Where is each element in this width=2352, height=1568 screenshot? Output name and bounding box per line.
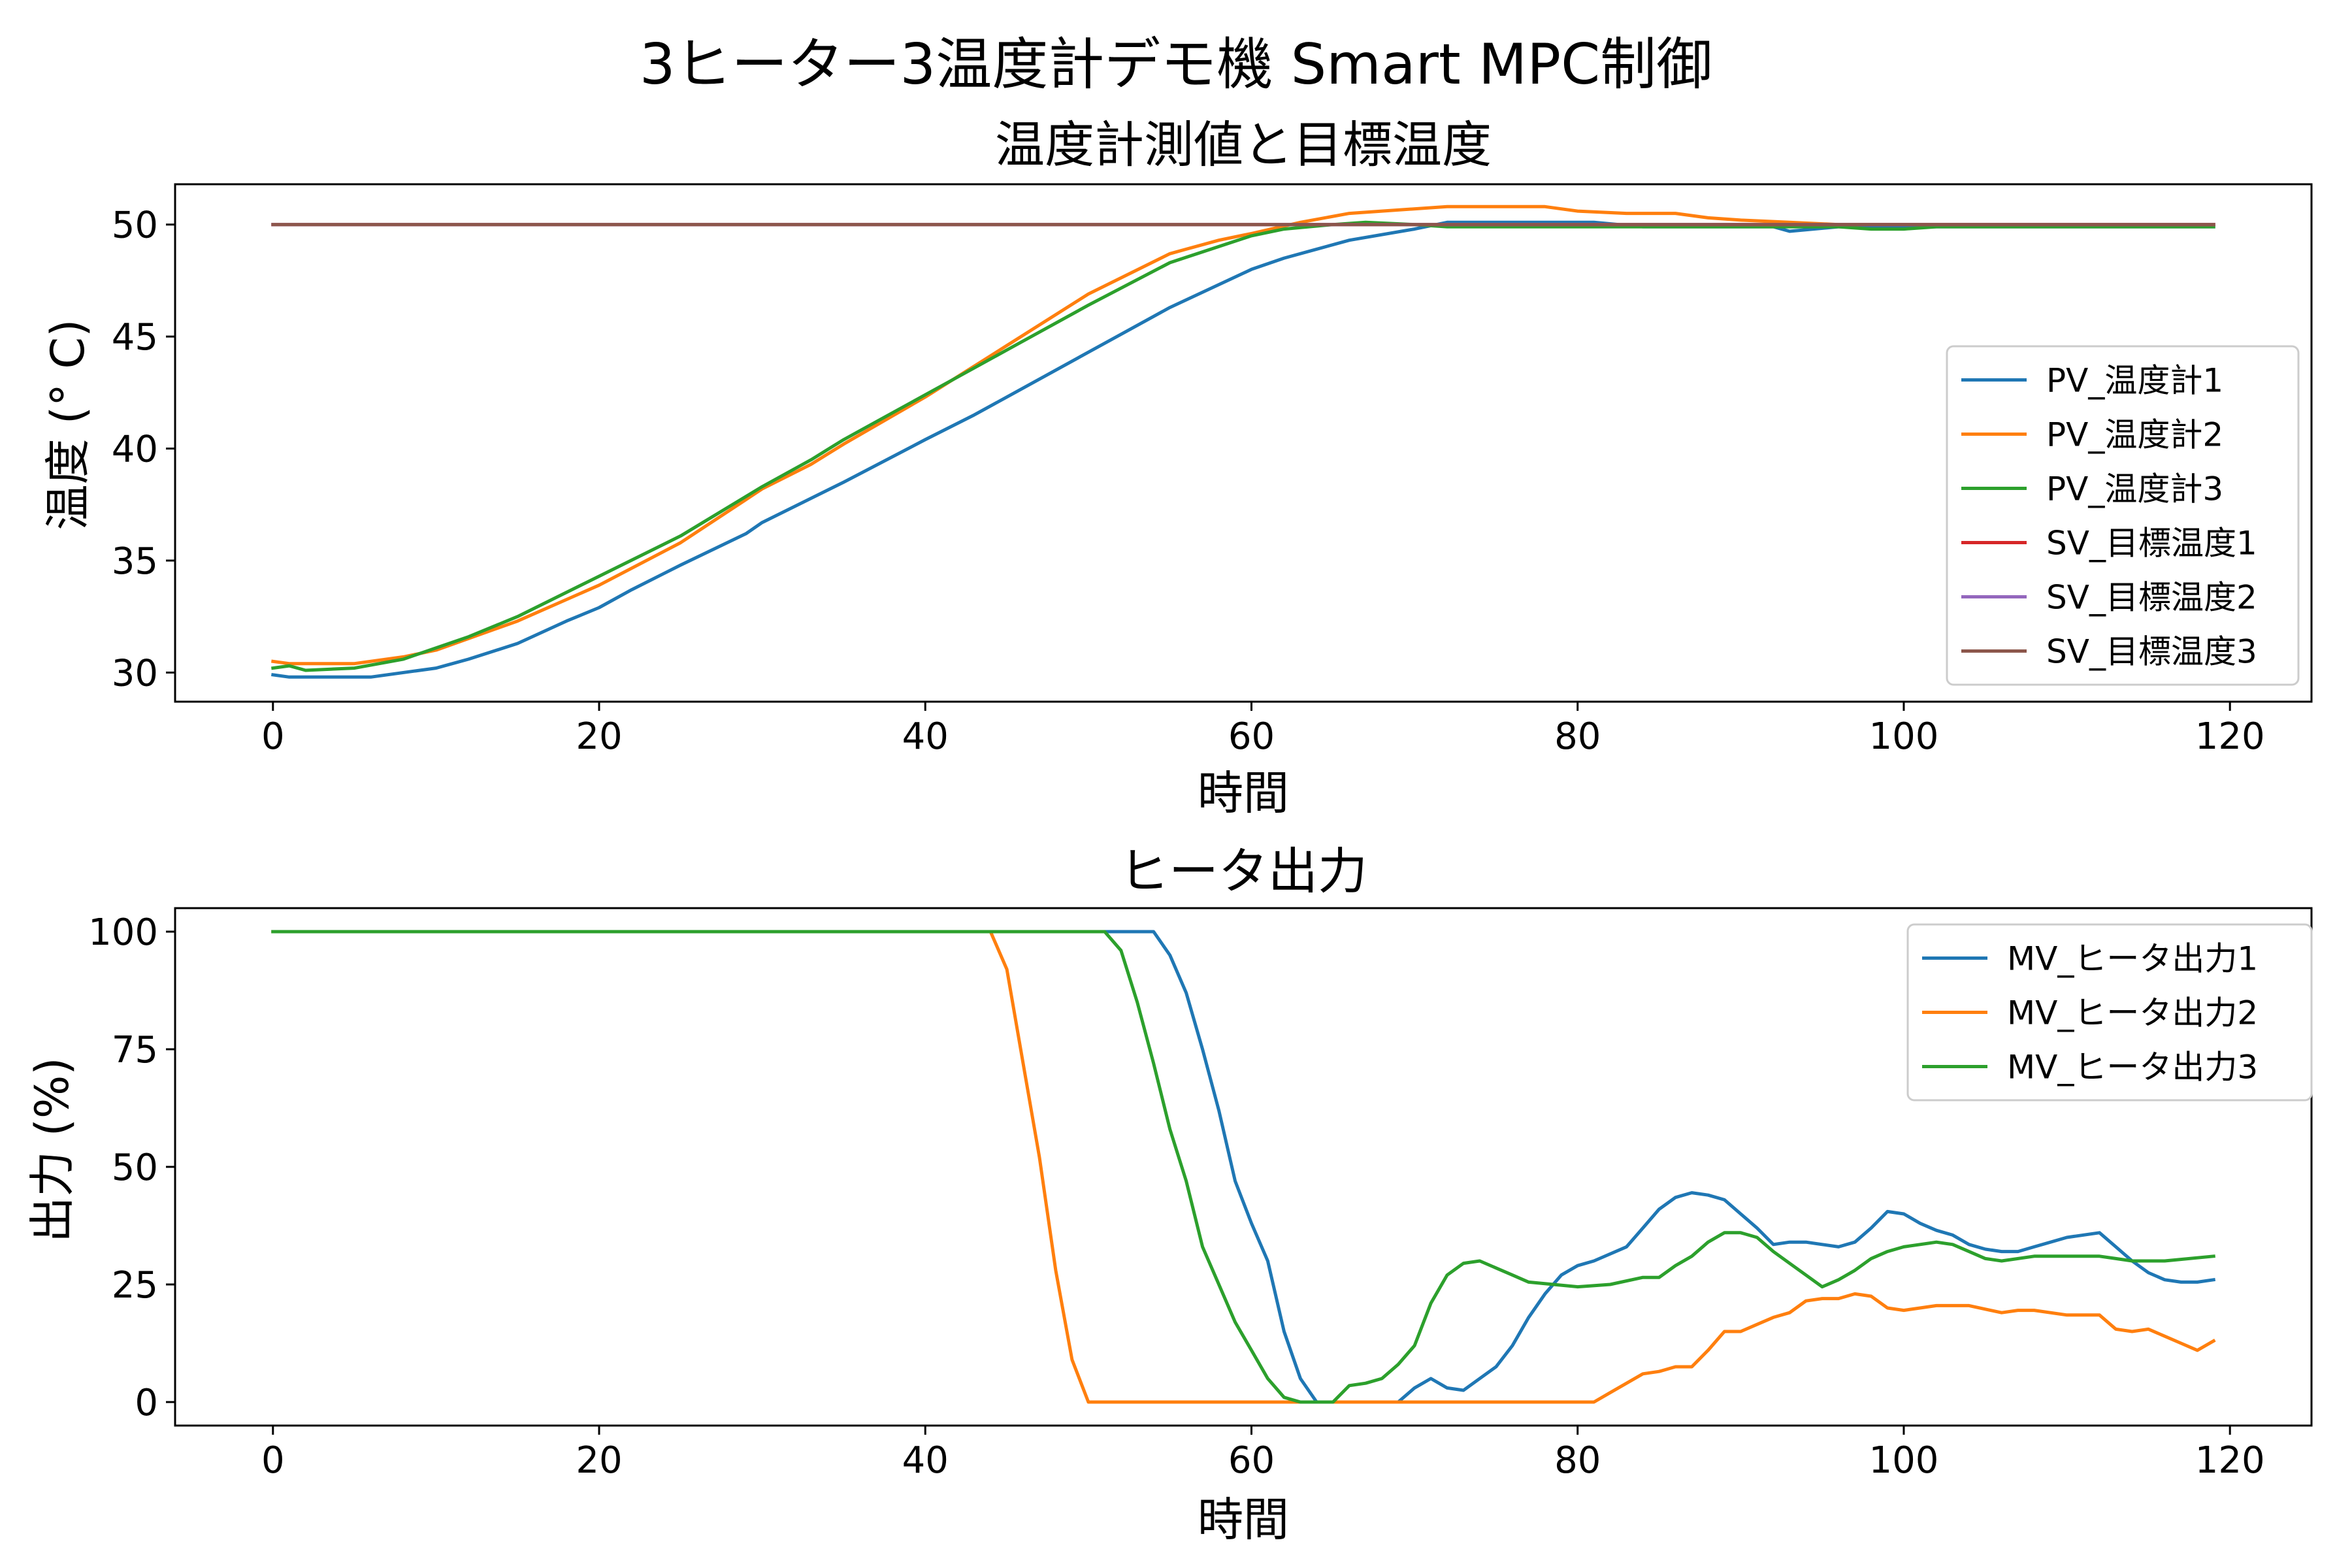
temperature-chart-ticks: 0 20 40 60 80 100 120 30 35 40 45 50 (112, 204, 2265, 758)
figure-suptitle: 3ヒーター3温度計デモ機 Smart MPC制御 (640, 32, 1712, 97)
temperature-chart-ytick-label: 35 (112, 540, 158, 583)
temperature-chart-xtick-label: 80 (1554, 715, 1601, 758)
heater-output-chart-series-line-3 (271, 930, 2215, 1404)
temperature-chart-xtick-label: 60 (1228, 715, 1275, 758)
temperature-chart-title: 温度計測値と目標温度 (995, 116, 1492, 174)
temperature-chart-axes-frame (174, 183, 2313, 703)
temperature-chart-ytick-label: 50 (112, 204, 158, 247)
heater-output-chart-legend-label-1: MV_ヒータ出力1 (2007, 940, 2258, 978)
heater-output-chart-xtick-label: 0 (261, 1439, 285, 1482)
heater-output-chart-ytick-label: 25 (112, 1264, 158, 1307)
heater-output-chart-plot-area (174, 907, 2313, 1427)
heater-output-chart-ytick-label: 100 (88, 911, 158, 954)
heater-output-chart-legend-label-2: MV_ヒータ出力2 (2007, 994, 2258, 1032)
temperature-chart-xtick-label: 0 (261, 715, 285, 758)
temperature-chart-series-line-3 (270, 220, 2215, 672)
temperature-chart-xtick-label: 120 (2195, 715, 2265, 758)
heater-output-chart-ylabel: 出力 (%) (25, 1057, 79, 1242)
heater-output-chart-xtick-label: 80 (1554, 1439, 1601, 1482)
temperature-chart-xtick-label: 20 (576, 715, 622, 758)
temperature-chart-xtick-label: 40 (902, 715, 949, 758)
heater-output-chart: ヒータ出力 時間 出力 (%) 0 20 40 60 80 100 120 0 25 50 75 10… (25, 842, 2313, 1546)
temperature-chart-xtick-label: 100 (1869, 715, 1939, 758)
heater-output-chart-xtick-label: 20 (576, 1439, 622, 1482)
heater-output-chart-xtick-label: 120 (2195, 1439, 2265, 1482)
temperature-chart: 温度計測値と目標温度 時間 温度 (° C) 0 20 40 60 80 100 120 30… (41, 116, 2313, 820)
temperature-chart-xlabel: 時間 (1198, 766, 1289, 820)
heater-output-chart-xlabel: 時間 (1198, 1493, 1289, 1546)
heater-output-chart-series-line-2 (271, 930, 2216, 1404)
temperature-chart-ytick-label: 45 (112, 316, 158, 359)
temperature-chart-series-line-2 (270, 204, 2215, 666)
temperature-chart-legend-box (1946, 345, 2300, 686)
heater-output-chart-legend-box (1906, 923, 2313, 1102)
temperature-chart-plot-area (174, 183, 2313, 703)
temperature-chart-legend-label-6: SV_目標温度3 (2046, 633, 2257, 671)
heater-output-chart-xtick-label: 40 (902, 1439, 949, 1482)
temperature-chart-legend-label-1: PV_温度計1 (2046, 362, 2223, 400)
heater-output-chart-series-line-1 (271, 930, 2216, 1404)
heater-output-chart-ytick-label: 0 (135, 1382, 158, 1424)
heater-output-chart-xtick-label: 60 (1228, 1439, 1275, 1482)
heater-output-chart-legend: MV_ヒータ出力1 MV_ヒータ出力2 MV_ヒータ出力3 (1906, 923, 2313, 1102)
heater-output-chart-xtick-label: 100 (1869, 1439, 1939, 1482)
temperature-chart-ytick-label: 30 (112, 652, 158, 694)
temperature-chart-ytick-label: 40 (112, 429, 158, 471)
temperature-chart-legend-label-2: PV_温度計2 (2046, 416, 2223, 454)
temperature-chart-legend-label-4: SV_目標温度1 (2046, 525, 2257, 563)
temperature-chart-legend-label-5: SV_目標温度2 (2046, 579, 2257, 617)
temperature-chart-ylabel: 温度 (° C) (41, 319, 95, 531)
heater-output-chart-legend-label-3: MV_ヒータ出力3 (2007, 1049, 2258, 1086)
heater-output-chart-title: ヒータ出力 (1119, 842, 1367, 900)
heater-output-chart-ytick-label: 50 (112, 1147, 158, 1189)
temperature-chart-legend-label-3: PV_温度計3 (2046, 470, 2223, 508)
heater-output-chart-ytick-label: 75 (112, 1029, 158, 1071)
temperature-chart-legend: PV_温度計1 PV_温度計2 PV_温度計3 SV_目標温度1 SV_目標温度2 SV_… (1946, 345, 2300, 686)
heater-output-chart-ticks: 0 20 40 60 80 100 120 0 25 50 75 100 (88, 911, 2265, 1482)
heater-output-chart-axes-frame (174, 907, 2313, 1427)
